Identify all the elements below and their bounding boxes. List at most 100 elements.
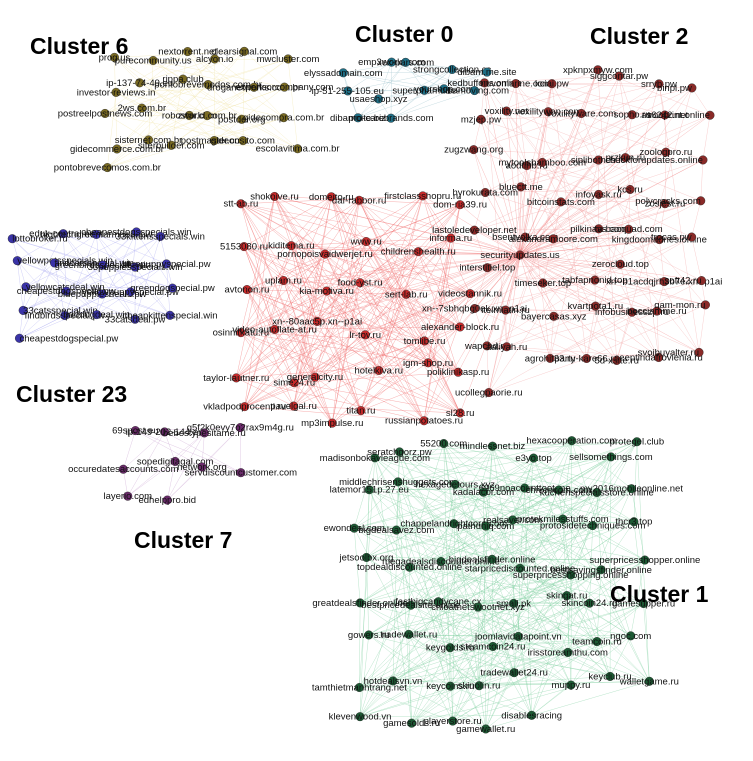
edge-c2 [598, 115, 711, 161]
node-c1 [488, 441, 498, 451]
node-label-c7: servdiscountcustomer.com [185, 468, 298, 479]
edge-c1 [512, 519, 644, 604]
node-label-c2: voxilityware.com [546, 108, 616, 119]
node-label-c2: srryb.pw [641, 79, 677, 90]
edge-c3 [326, 290, 425, 421]
edge-c1 [643, 603, 650, 682]
node-label-c1: e3yo.top [515, 453, 551, 464]
edge-c2 [506, 311, 633, 347]
node-label-c2: xpknpxmyw.com [563, 65, 633, 76]
node-c2 [501, 305, 511, 315]
node-label-c2: mzjep.pw [461, 114, 501, 125]
node-c1 [449, 519, 459, 529]
hub-edge [519, 75, 620, 256]
node-label-c6: clearsignal.com [211, 46, 277, 57]
node-c23 [130, 314, 140, 324]
node-c23 [161, 259, 171, 269]
edge-c1 [440, 484, 456, 562]
edge-c3 [378, 293, 471, 371]
edge-c1 [453, 523, 532, 716]
edge-c2 [473, 113, 582, 150]
edge-c1 [518, 636, 532, 716]
edge-c3 [291, 200, 360, 246]
node-c2 [547, 79, 557, 89]
edge-c2 [506, 110, 700, 353]
edge-c23 [25, 231, 137, 288]
node-c23 [7, 234, 17, 244]
edge-c3 [332, 340, 425, 424]
edge-c0 [405, 62, 475, 91]
edge-c1 [567, 574, 571, 653]
node-label-c3: pavelgal.ru [270, 401, 316, 412]
node-label-c1: superpricesshopper.online [589, 555, 700, 566]
hub-edge [519, 228, 629, 256]
edge-c7 [167, 466, 203, 501]
node-c2 [697, 276, 707, 286]
node-c23 [58, 229, 68, 239]
edge-c3 [324, 195, 423, 255]
edge-c1 [408, 634, 532, 716]
edge-c3 [293, 405, 461, 414]
node-label-c2: ucollegpaorie.ru [455, 388, 523, 399]
edge-c1 [359, 574, 571, 688]
edge-c1 [514, 652, 568, 673]
node-label-c0: usaeshop.xyz [349, 94, 407, 105]
edge-layer [12, 51, 711, 730]
node-label-c2: checkforupdates.online [605, 155, 703, 166]
node-c7 [130, 426, 140, 436]
edge-c2 [550, 310, 657, 359]
node-label-c6: gideonsito.com [211, 136, 275, 147]
edge-c2 [506, 110, 527, 166]
edge-c1 [479, 635, 631, 686]
edge-c2 [542, 280, 702, 284]
edge-c2 [520, 186, 526, 238]
edge-c1 [359, 687, 453, 722]
edge-c3 [359, 282, 461, 414]
node-label-c3: uplam.ru [265, 275, 302, 286]
node-c0 [447, 64, 457, 74]
edge-c1 [485, 672, 515, 730]
node-c2 [482, 341, 492, 351]
edge-c1 [533, 458, 598, 642]
node-label-c1: sellsomethings.com [569, 452, 653, 463]
edge-c23 [102, 231, 137, 266]
hub-edge [274, 196, 521, 256]
node-label-c3: lr-tov.ru [350, 330, 382, 341]
node-label-c2: infobusinesszp.ru [595, 307, 669, 318]
edge-c3 [332, 294, 407, 424]
hub-edge [519, 165, 527, 256]
edge-c1 [354, 528, 453, 722]
edge-c6 [148, 51, 245, 141]
edge-c7 [164, 431, 241, 473]
edge-c6 [153, 60, 242, 120]
node-c6 [112, 144, 122, 154]
edge-c1 [492, 441, 637, 447]
edge-c6 [114, 57, 208, 116]
node-label-c23: lottobroker.ru [12, 234, 67, 245]
edge-c3 [422, 195, 461, 328]
edge-c6 [187, 51, 209, 85]
edge-c3 [423, 293, 471, 421]
node-c3 [322, 286, 332, 296]
edge-c2 [474, 192, 486, 231]
edge-c3 [360, 326, 461, 411]
edge-c2 [515, 229, 629, 278]
node-c2 [582, 353, 592, 363]
node-c2 [476, 114, 486, 124]
edge-c3 [418, 251, 461, 328]
node-label-c1: muppy.ru [552, 680, 591, 691]
node-c2 [687, 232, 697, 242]
node-c7 [236, 468, 246, 478]
node-c3 [418, 191, 428, 201]
edge-c2 [553, 238, 665, 282]
edge-c6 [116, 87, 254, 93]
edge-c3 [314, 200, 360, 378]
edge-c1 [354, 527, 442, 562]
edge-c1 [454, 484, 650, 682]
edge-c23 [25, 262, 55, 288]
edge-c2 [691, 236, 702, 281]
edge-c2 [474, 157, 626, 231]
node-c1 [394, 447, 404, 457]
node-label-c3: generalcity.ru [287, 372, 343, 383]
node-label-c3: video-autoflate-at.ru [232, 324, 317, 335]
